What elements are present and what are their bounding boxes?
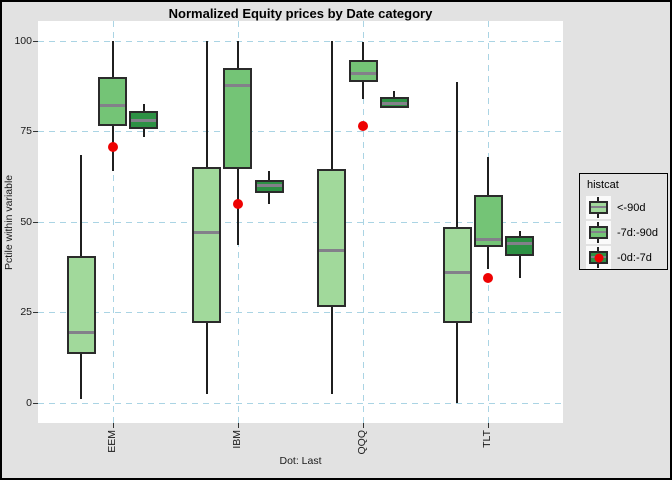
legend-item: <-90d — [586, 195, 667, 220]
legend-title: histcat — [587, 179, 619, 191]
legend-red-dot-icon — [594, 253, 603, 262]
x-tick-mark — [112, 423, 114, 428]
boxplot-box — [223, 67, 253, 170]
y-tick-label: 100 — [14, 34, 32, 47]
boxplot-box — [317, 169, 347, 307]
last-value-dot — [107, 142, 118, 153]
legend-median-line — [591, 231, 606, 233]
legend-item: -0d:-7d — [586, 245, 667, 270]
x-tick-mark — [488, 423, 490, 428]
boxplot-box — [473, 194, 503, 248]
boxplot-box — [129, 111, 159, 130]
boxplot-box — [254, 180, 284, 193]
y-tick-mark — [33, 403, 38, 404]
legend-item: -7d:-90d — [586, 220, 667, 245]
boxplot-median — [225, 84, 251, 88]
boxplot-median — [131, 118, 157, 122]
boxplot-median — [507, 242, 533, 245]
gridline-y-100 — [38, 40, 563, 42]
last-value-dot — [232, 198, 243, 209]
gridline-y-50 — [38, 221, 563, 223]
legend-item-label: -0d:-7d — [617, 251, 652, 264]
legend: histcat <-90d -7d:-90d -0d:-7d — [579, 173, 668, 270]
gridline-x-qqq — [363, 21, 365, 423]
x-tick-label-ibm: IBM — [230, 430, 243, 449]
legend-item-label: <-90d — [617, 201, 646, 214]
gridline-y-75 — [38, 131, 563, 133]
y-tick-label: 75 — [20, 125, 32, 138]
boxplot-median — [100, 104, 126, 108]
x-tick-mark — [237, 423, 239, 428]
x-axis-caption: Dot: Last — [279, 455, 322, 467]
boxplot-box — [66, 256, 96, 355]
y-tick-label: 25 — [20, 306, 32, 319]
y-tick-mark — [33, 40, 38, 42]
boxplot-median — [444, 271, 470, 274]
legend-key-glyph — [586, 221, 611, 244]
legend-median-line — [591, 206, 606, 208]
x-tick-label-tlt: TLT — [481, 430, 494, 448]
x-tick-mark — [363, 423, 365, 428]
plot-panel — [38, 21, 563, 423]
legend-box-glyph — [589, 201, 608, 214]
gridline-y-0 — [38, 403, 563, 404]
legend-item-label: -7d:-90d — [617, 226, 658, 239]
chart-title: Normalized Equity prices by Date categor… — [168, 6, 433, 21]
y-tick-mark — [33, 131, 38, 133]
legend-key-glyph — [586, 246, 611, 269]
gridline-x-eem — [112, 21, 114, 423]
boxplot-median — [68, 330, 94, 334]
y-tick-mark — [33, 312, 38, 314]
legend-items: <-90d -7d:-90d -0d:-7d — [586, 195, 667, 270]
y-tick-label: 0 — [26, 397, 32, 409]
boxplot-box — [379, 96, 409, 108]
boxplot-box — [505, 236, 535, 257]
boxplot-median — [194, 231, 220, 235]
gridline-y-25 — [38, 312, 563, 314]
last-value-dot — [483, 272, 494, 283]
last-value-dot — [358, 120, 369, 131]
boxplot-median — [381, 102, 407, 106]
boxplot-median — [350, 71, 376, 75]
x-tick-label-qqq: QQQ — [356, 430, 369, 455]
boxplot-box — [98, 76, 128, 126]
y-tick-mark — [33, 221, 38, 223]
legend-box-glyph — [589, 226, 608, 239]
y-tick-label: 50 — [20, 215, 32, 228]
boxplot-box — [442, 227, 472, 324]
x-tick-label-eem: EEM — [105, 430, 118, 453]
boxplot-median — [256, 184, 282, 187]
boxplot-box — [192, 167, 222, 324]
boxplot-box — [348, 60, 378, 83]
boxplot-median — [319, 249, 345, 253]
boxplot-median — [475, 238, 501, 242]
legend-key-glyph — [586, 196, 611, 219]
